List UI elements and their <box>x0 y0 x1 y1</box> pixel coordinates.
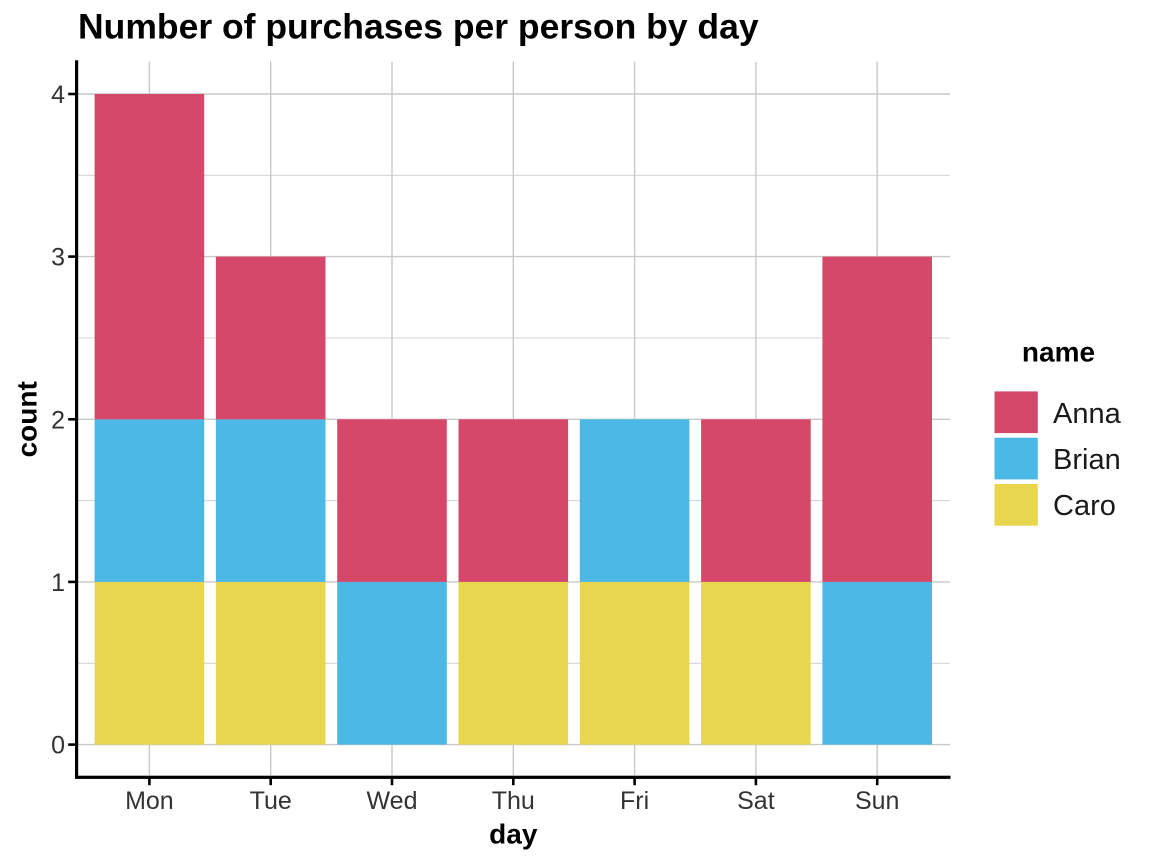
svg-text:1: 1 <box>51 569 65 597</box>
svg-text:Tue: Tue <box>250 787 292 815</box>
svg-text:Sat: Sat <box>737 787 775 815</box>
svg-text:0: 0 <box>51 732 65 760</box>
svg-text:4: 4 <box>51 81 65 109</box>
svg-text:Caro: Caro <box>1053 490 1116 522</box>
svg-text:3: 3 <box>51 244 65 272</box>
svg-text:name: name <box>1022 337 1095 368</box>
svg-text:2: 2 <box>51 406 65 434</box>
svg-text:Sun: Sun <box>855 787 899 815</box>
svg-text:Wed: Wed <box>367 787 418 815</box>
svg-text:Thu: Thu <box>492 787 535 815</box>
svg-text:Number of purchases per person: Number of purchases per person by day <box>78 6 759 46</box>
svg-text:Anna: Anna <box>1053 398 1122 430</box>
svg-text:Fri: Fri <box>620 787 649 815</box>
svg-text:Brian: Brian <box>1053 444 1121 476</box>
svg-text:count: count <box>12 381 43 457</box>
svg-text:day: day <box>489 819 538 850</box>
svg-text:Mon: Mon <box>125 787 174 815</box>
